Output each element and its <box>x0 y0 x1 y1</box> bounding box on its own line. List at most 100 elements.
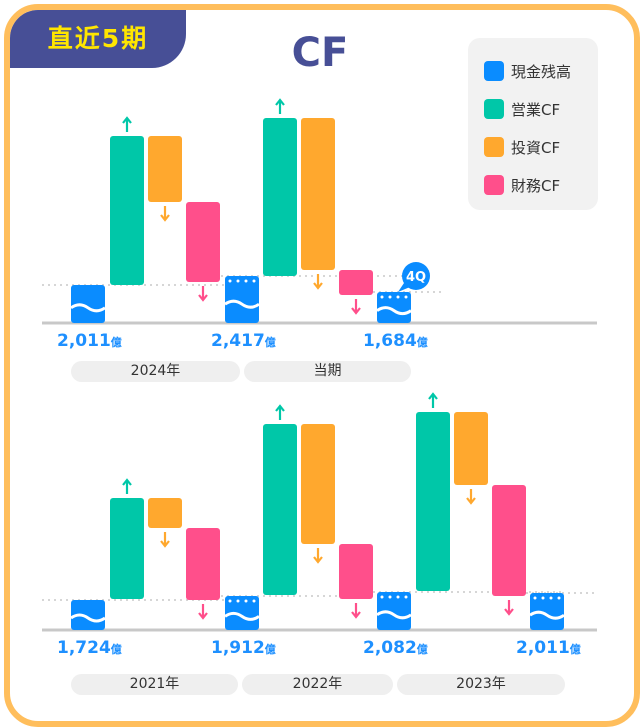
cash-balance-bar <box>530 593 564 630</box>
investing-cf-bar <box>301 424 335 544</box>
arrow-head <box>160 214 170 222</box>
cash-balance-label: 1,684億 <box>363 331 428 351</box>
wave-break-icon <box>70 613 106 623</box>
dot <box>388 295 392 299</box>
cash-balance-label: 2,082億 <box>363 638 428 658</box>
legend-label: 現金残高 <box>511 62 572 81</box>
dot <box>404 595 408 599</box>
dot <box>388 595 392 599</box>
unit: 億 <box>264 336 276 349</box>
financing-cf-bar <box>186 202 220 282</box>
dot <box>244 599 248 603</box>
cash-balance-label: 2,011億 <box>516 638 581 658</box>
arrow-head <box>313 282 323 290</box>
financing-cf-bar <box>492 485 526 596</box>
cash-balance-bar <box>225 276 259 323</box>
legend: 現金残高 営業CF 投資CF 財務CF <box>468 38 598 210</box>
cash-balance-label: 1,912億 <box>211 638 276 658</box>
dot <box>557 596 561 600</box>
wave-break-icon <box>376 306 412 316</box>
arrow-head <box>275 98 285 106</box>
dot <box>533 596 537 600</box>
cash-balance-bar <box>71 285 105 323</box>
arrow-head <box>351 307 361 315</box>
arrow-head <box>122 478 132 486</box>
wave-break-icon <box>224 299 260 309</box>
financing-cf-bar <box>339 270 373 295</box>
cash-balance-label: 2,417億 <box>211 331 276 351</box>
cash-value: 1,684 <box>363 331 417 351</box>
legend-swatch <box>484 137 504 157</box>
operating-cf-bar <box>263 424 297 595</box>
cash-balance-bar <box>377 292 411 323</box>
dot <box>396 595 400 599</box>
dot <box>404 295 408 299</box>
legend-item-financing: 財務CF <box>484 174 560 196</box>
wave-break-icon <box>224 611 260 621</box>
investing-cf-bar <box>301 118 335 270</box>
arrow-head <box>198 294 208 302</box>
cash-value: 2,011 <box>57 331 111 351</box>
dot <box>252 599 256 603</box>
period-label: 当期 <box>244 361 411 382</box>
arrow-head <box>313 556 323 564</box>
dot <box>244 279 248 283</box>
legend-item-operating: 営業CF <box>484 98 560 120</box>
wave-break-icon <box>376 610 412 620</box>
unit: 億 <box>110 643 122 656</box>
arrow-head <box>122 116 132 124</box>
bubble-tail <box>398 283 410 292</box>
dot <box>236 279 240 283</box>
period-label: 2024年 <box>71 361 240 382</box>
dot <box>228 599 232 603</box>
investing-cf-bar <box>148 136 182 202</box>
period-label: 2021年 <box>71 674 238 695</box>
cash-value: 1,912 <box>211 638 265 658</box>
financing-cf-bar <box>186 528 220 600</box>
cash-balance-bar <box>225 596 259 630</box>
dot <box>380 295 384 299</box>
dot <box>549 596 553 600</box>
chart-title: CF <box>291 30 349 76</box>
wave-break-icon <box>529 610 565 620</box>
card-frame: 直近5期 <box>4 4 640 727</box>
operating-cf-bar <box>416 412 450 591</box>
dot <box>380 595 384 599</box>
unit: 億 <box>264 643 276 656</box>
legend-item-investing: 投資CF <box>484 136 560 158</box>
legend-item-cash: 現金残高 <box>484 60 571 82</box>
wave-break-icon <box>70 303 106 313</box>
unit: 億 <box>416 643 428 656</box>
financing-cf-bar <box>339 544 373 599</box>
arrow-head <box>504 608 514 616</box>
legend-swatch <box>484 99 504 119</box>
quarter-bubble <box>402 262 430 290</box>
cash-value: 2,417 <box>211 331 265 351</box>
investing-cf-bar <box>148 498 182 528</box>
cash-balance-label: 1,724億 <box>57 638 122 658</box>
dot <box>228 279 232 283</box>
legend-swatch <box>484 61 504 81</box>
operating-cf-bar <box>110 498 144 599</box>
dot <box>236 599 240 603</box>
operating-cf-bar <box>263 118 297 276</box>
legend-swatch <box>484 175 504 195</box>
cash-value: 2,011 <box>516 638 570 658</box>
period-label: 2022年 <box>242 674 393 695</box>
cash-value: 1,724 <box>57 638 111 658</box>
investing-cf-bar <box>454 412 488 485</box>
unit: 億 <box>569 643 581 656</box>
cash-balance-label: 2,011億 <box>57 331 122 351</box>
dot <box>396 295 400 299</box>
cash-balance-bar <box>377 592 411 630</box>
arrow-head <box>160 540 170 548</box>
operating-cf-bar <box>110 136 144 285</box>
arrow-head <box>198 612 208 620</box>
arrow-head <box>351 611 361 619</box>
dot <box>252 279 256 283</box>
arrow-head <box>275 404 285 412</box>
arrow-head <box>428 392 438 400</box>
legend-label: 営業CF <box>511 100 561 119</box>
quarter-badge-text: 4Q <box>406 270 426 285</box>
